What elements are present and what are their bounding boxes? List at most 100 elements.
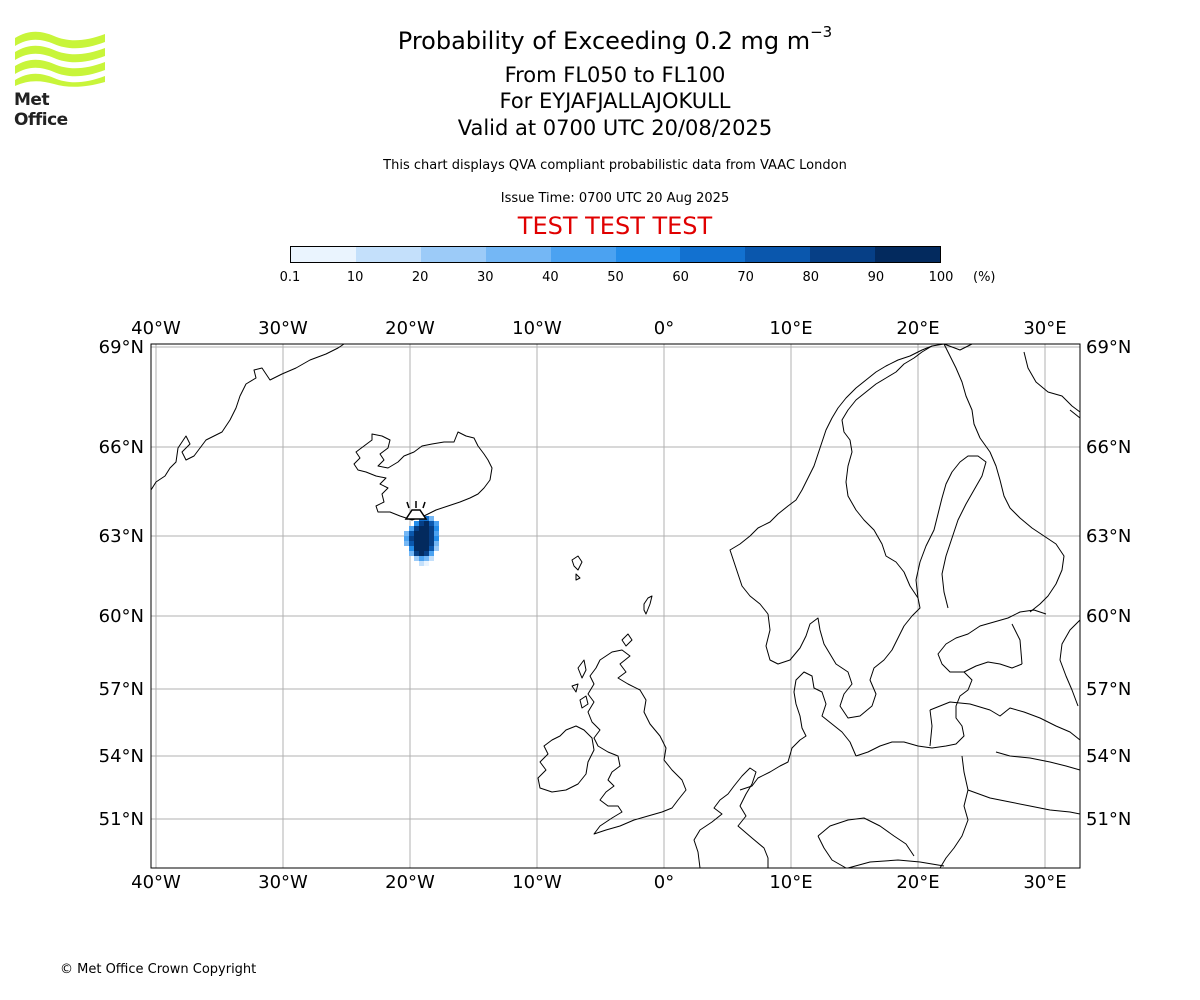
finland-coast (943, 343, 1065, 613)
colorbar-label: 50 (607, 270, 624, 285)
plume-cell (409, 536, 414, 541)
plume-cell (424, 551, 429, 556)
colorbar-label: 90 (867, 270, 885, 285)
longitude-label: 10°E (769, 318, 812, 339)
ash-probability-plume (404, 516, 439, 566)
plume-cell (419, 531, 424, 536)
colorbar-segment (550, 247, 616, 262)
norway-west-coast (729, 345, 933, 615)
iceland-coast (353, 431, 493, 521)
plume-cell (429, 521, 434, 526)
plume-cell (429, 516, 434, 521)
plume-cell (414, 546, 419, 551)
colorbar-label: 40 (542, 270, 559, 285)
longitude-labels-top: 40°W 30°W 20°W 10°W 0° 10°E 20°E 30°E (131, 318, 1066, 339)
longitude-label: 10°W (512, 872, 562, 893)
latitude-label: 60°N (99, 606, 144, 627)
latitude-label: 51°N (1086, 809, 1131, 830)
longitude-label: 20°E (896, 872, 939, 893)
latitude-label: 51°N (99, 809, 144, 830)
longitude-label: 30°W (258, 872, 308, 893)
faroe-islands (571, 555, 583, 581)
colorbar-label: 60 (672, 270, 689, 285)
plume-cell (424, 541, 429, 546)
plume-cell (409, 526, 414, 531)
greenland-coast (150, 343, 345, 491)
latitude-label: 69°N (99, 337, 144, 358)
latitude-label: 63°N (99, 526, 144, 547)
met-office-logo: Met Office (14, 30, 108, 130)
plume-cell (434, 541, 439, 546)
country-borders (817, 623, 1081, 869)
latitude-label: 57°N (99, 679, 144, 700)
latitude-label: 54°N (1086, 746, 1131, 767)
plume-cell (409, 541, 414, 546)
volcano-icon (404, 501, 428, 520)
plume-cell (419, 556, 424, 561)
plume-cell (414, 521, 419, 526)
plume-cell (419, 551, 424, 556)
latitude-label: 63°N (1086, 526, 1131, 547)
great-britain-coast (587, 649, 687, 835)
longitude-label: 30°E (1023, 318, 1066, 339)
latitude-labels-right: 69°N 66°N 63°N 60°N 57°N 54°N 51°N (1086, 337, 1131, 830)
longitude-label: 10°W (512, 318, 562, 339)
longitude-label: 30°W (258, 318, 308, 339)
plume-cell (419, 546, 424, 551)
plume-cell (429, 541, 434, 546)
plume-cell (414, 536, 419, 541)
colorbar-label: 10 (346, 270, 364, 285)
colorbar-segment (420, 247, 486, 262)
plume-cell (434, 536, 439, 541)
plume-cell (404, 541, 409, 546)
colorbar-segment (615, 247, 681, 262)
colorbar-segment (745, 247, 811, 262)
plume-cell (424, 521, 429, 526)
longitude-label: 40°W (131, 872, 181, 893)
baltic-south-coast (855, 609, 1047, 757)
longitude-label: 30°E (1023, 872, 1066, 893)
colorbar-segment (291, 247, 356, 262)
plume-cell (434, 526, 439, 531)
latitude-label: 69°N (1086, 337, 1131, 358)
colorbar-unit: (%) (973, 270, 996, 285)
colorbar-segment (680, 247, 746, 262)
plume-cell (424, 526, 429, 531)
gulf-of-bothnia (915, 455, 987, 609)
continent-coast (693, 767, 769, 869)
title-superscript: −3 (810, 23, 833, 41)
colorbar-segment (875, 247, 941, 262)
colorbar-label: 80 (802, 270, 820, 285)
issue-time: Issue Time: 0700 UTC 20 Aug 2025 (500, 191, 730, 206)
colorbar-segment (355, 247, 421, 262)
plume-cell (409, 546, 414, 551)
latitude-label: 57°N (1086, 679, 1131, 700)
hebrides-islands (571, 659, 589, 709)
logo-text: Met Office (14, 90, 68, 130)
title-text: Probability of Exceeding 0.2 mg m (397, 27, 811, 55)
plume-cell (409, 531, 414, 536)
latitude-label: 66°N (99, 437, 144, 458)
map-gridlines (151, 344, 1080, 868)
north-sea-coast (739, 671, 857, 791)
plume-cell (414, 526, 419, 531)
plume-cell (434, 531, 439, 536)
coastlines (150, 343, 1081, 869)
flight-level-range: From FL050 to FL100 (504, 63, 726, 87)
longitude-labels-bottom: 40°W 30°W 20°W 10°W 0° 10°E 20°E 30°E (131, 872, 1066, 893)
met-office-waves-icon (15, 31, 105, 87)
plume-cell (434, 521, 439, 526)
plume-cell (424, 531, 429, 536)
test-banner: TEST TEST TEST (517, 212, 713, 240)
plume-cell (429, 536, 434, 541)
valid-time: Valid at 0700 UTC 20/08/2025 (457, 116, 773, 140)
scandinavia-coast (765, 343, 945, 719)
latitude-labels-left: 69°N 66°N 63°N 60°N 57°N 54°N 51°N (99, 337, 144, 830)
plume-cell (419, 526, 424, 531)
colorbar-label: 70 (737, 270, 754, 285)
plume-cell (424, 556, 429, 561)
plume-cell (419, 536, 424, 541)
plume-cell (424, 561, 429, 566)
colorbar-segment (485, 247, 551, 262)
plume-cell (424, 546, 429, 551)
